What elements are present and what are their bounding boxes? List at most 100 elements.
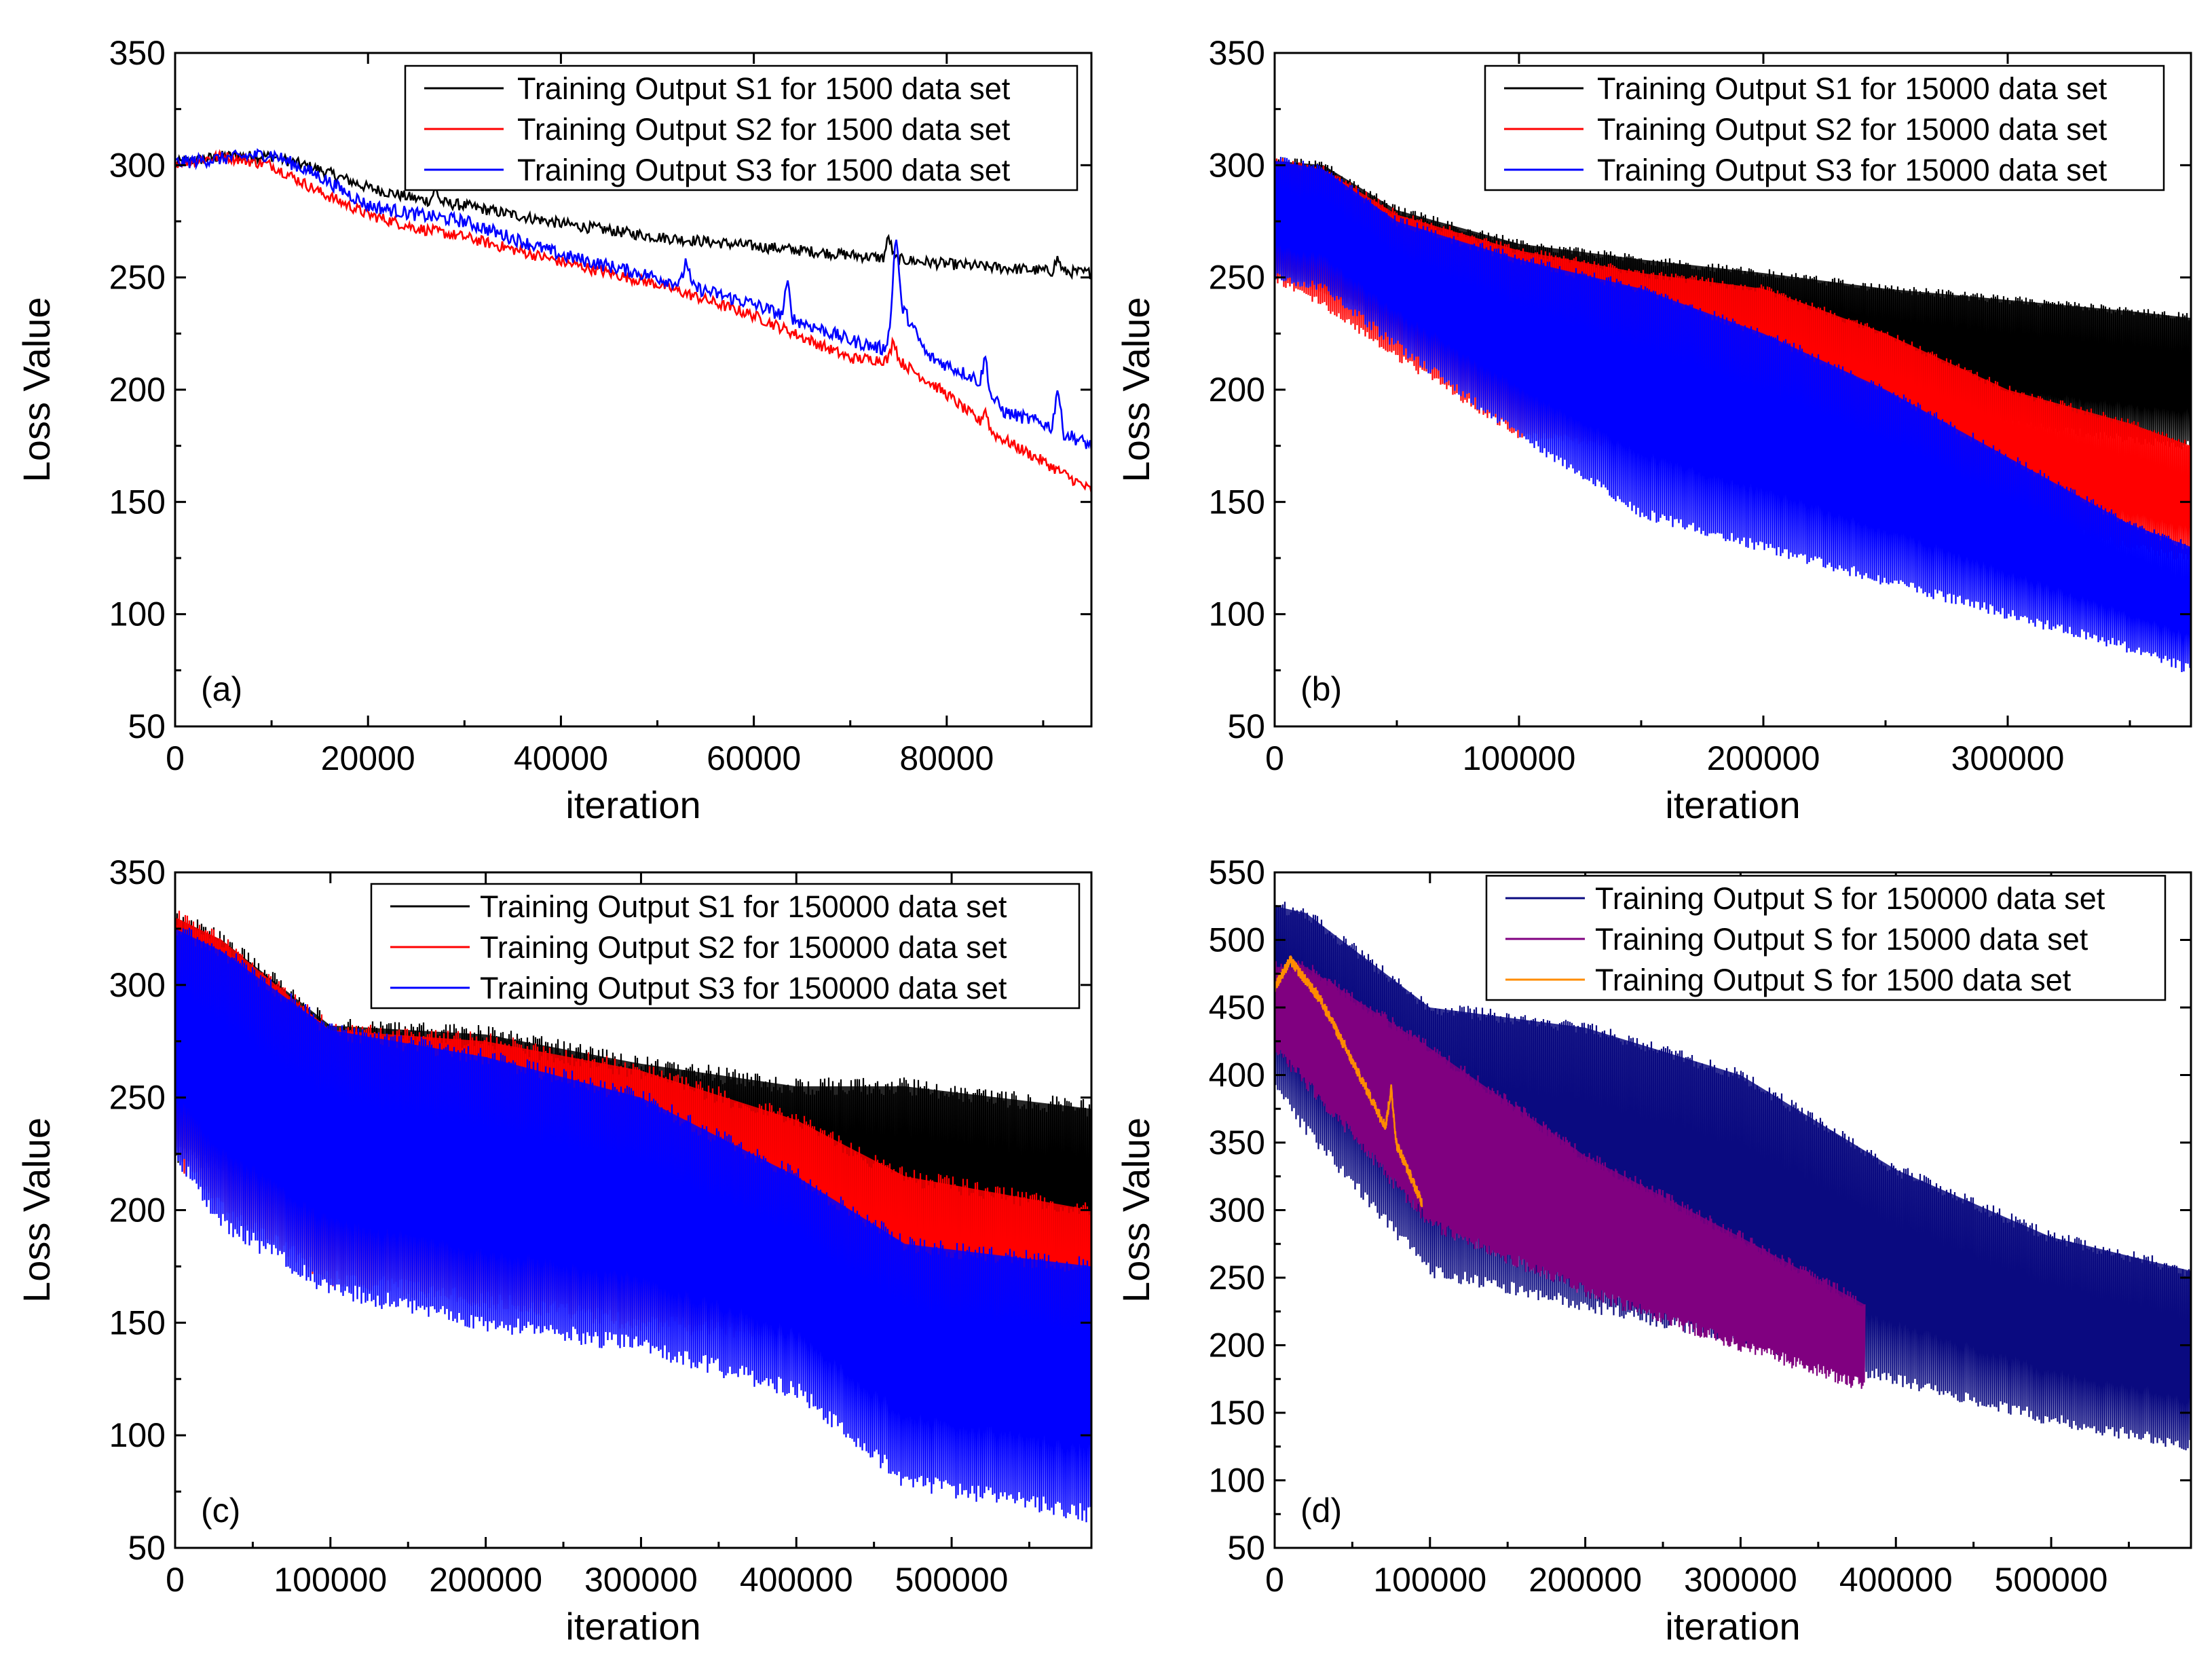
panel-label: (d) xyxy=(1300,1492,1342,1530)
legend-entry-1: Training Output S1 for 150000 data set xyxy=(480,889,1007,924)
x-tick-label: 100000 xyxy=(1373,1561,1486,1599)
panel-label: (b) xyxy=(1300,670,1342,708)
legend-box xyxy=(1484,64,2165,191)
y-tick-label: 100 xyxy=(109,595,166,633)
x-tick-label: 400000 xyxy=(1839,1561,1953,1599)
y-tick-label: 150 xyxy=(109,483,166,521)
panel-d: 0 100000 200000 300000 400000 500000 50 100 150 2… xyxy=(1114,853,2192,1648)
x-axis-label: iteration xyxy=(565,1605,700,1648)
panel-b: 0 100000 200000 300000 50 100 150 200 250 300 350 i… xyxy=(1114,34,2192,826)
y-tick-label: 300 xyxy=(109,146,166,184)
series-1-line xyxy=(1275,157,2191,449)
x-axis-label: iteration xyxy=(1665,783,1800,826)
x-tick-label: 200000 xyxy=(429,1561,542,1599)
x-axis-label: iteration xyxy=(565,783,700,826)
y-tick-label: 350 xyxy=(109,34,166,72)
y-tick-label: 350 xyxy=(1209,1124,1265,1162)
plot-area xyxy=(175,148,1091,494)
x-tick-label: 200000 xyxy=(1529,1561,1642,1599)
y-tick-label: 150 xyxy=(1209,483,1265,521)
y-tick-label: 500 xyxy=(1209,921,1265,959)
y-tick-label: 250 xyxy=(109,259,166,297)
y-axis-label: Loss Value xyxy=(1114,297,1157,483)
y-tick-label: 450 xyxy=(1209,988,1265,1026)
x-tick-label: 80000 xyxy=(899,739,994,777)
y-axis-label: Loss Value xyxy=(15,1117,58,1303)
x-tick-label: 500000 xyxy=(895,1561,1009,1599)
y-tick-label: 50 xyxy=(128,1529,166,1567)
legend-entry-3: Training Output S3 for 15000 data set xyxy=(1597,153,2107,187)
y-axis-label: Loss Value xyxy=(1114,1117,1157,1303)
y-tick-label: 200 xyxy=(1209,1327,1265,1365)
y-tick-label: 250 xyxy=(1209,259,1265,297)
series-2-line xyxy=(1275,158,2191,560)
y-tick-label: 100 xyxy=(109,1416,166,1454)
panel-label: (c) xyxy=(201,1492,240,1530)
x-tick-label: 60000 xyxy=(707,739,801,777)
legend: Training Output S1 for 15000 data set Tra… xyxy=(1484,64,2165,191)
x-tick-label: 500000 xyxy=(1995,1561,2108,1599)
x-tick-label: 300000 xyxy=(1951,739,2065,777)
legend: Training Output S for 150000 data set Tra… xyxy=(1485,874,2167,1001)
x-tick-label: 200000 xyxy=(1707,739,1820,777)
y-tick-label: 200 xyxy=(109,371,166,409)
y-tick-label: 250 xyxy=(1209,1259,1265,1297)
series-1-line xyxy=(1275,902,2191,1451)
series-3-line xyxy=(175,148,1091,451)
series-3-line xyxy=(1275,955,1423,1208)
plot-area xyxy=(1275,157,2191,673)
x-tick-label: 40000 xyxy=(514,739,608,777)
legend: Training Output S1 for 1500 data set Trai… xyxy=(404,64,1079,191)
series-2-line xyxy=(175,149,1091,494)
y-tick-label: 350 xyxy=(1209,34,1265,72)
y-tick-label: 300 xyxy=(109,966,166,1004)
legend-entry-1: Training Output S for 150000 data set xyxy=(1595,881,2105,916)
legend-entry-2: Training Output S2 for 150000 data set xyxy=(480,930,1007,965)
x-tick-label: 400000 xyxy=(740,1561,853,1599)
legend-entry-3: Training Output S3 for 150000 data set xyxy=(480,971,1007,1005)
x-tick-label: 0 xyxy=(166,1561,185,1599)
x-tick-label: 0 xyxy=(166,739,185,777)
y-tick-label: 50 xyxy=(1227,1529,1265,1567)
legend-entry-1: Training Output S1 for 1500 data set xyxy=(517,71,1011,106)
x-axis-label: iteration xyxy=(1665,1605,1800,1648)
x-tick-label: 300000 xyxy=(1684,1561,1797,1599)
y-tick-label: 200 xyxy=(109,1191,166,1229)
y-tick-label: 150 xyxy=(109,1303,166,1341)
y-tick-label: 300 xyxy=(1209,146,1265,184)
legend-box xyxy=(1485,874,2167,1001)
x-tick-label: 100000 xyxy=(1463,739,1576,777)
y-axis-label: Loss Value xyxy=(15,297,58,483)
y-tick-label: 550 xyxy=(1209,853,1265,891)
panel-label: (a) xyxy=(201,670,242,708)
x-tick-label: 0 xyxy=(1265,1561,1284,1599)
y-tick-label: 100 xyxy=(1209,1462,1265,1500)
legend-box xyxy=(370,883,1081,1010)
panel-a: 0 20000 40000 60000 80000 50 100 150 200 250 300 35… xyxy=(15,34,1093,826)
y-tick-label: 200 xyxy=(1209,371,1265,409)
y-tick-label: 400 xyxy=(1209,1056,1265,1094)
series-3-line xyxy=(1275,157,2191,673)
x-tick-label: 100000 xyxy=(274,1561,387,1599)
legend-entry-3: Training Output S3 for 1500 data set xyxy=(517,153,1011,187)
series-1-line xyxy=(175,149,1091,280)
legend-entry-2: Training Output S for 15000 data set xyxy=(1595,922,2088,957)
x-tick-label: 300000 xyxy=(584,1561,698,1599)
x-tick-label: 20000 xyxy=(321,739,415,777)
plot-area xyxy=(175,910,1091,1523)
series-3-line xyxy=(175,923,1091,1523)
y-tick-label: 50 xyxy=(1227,707,1265,745)
legend: Training Output S1 for 150000 data set Tr… xyxy=(370,883,1081,1010)
legend-entry-3: Training Output S for 1500 data set xyxy=(1595,963,2072,997)
legend-entry-2: Training Output S2 for 1500 data set xyxy=(517,112,1011,147)
y-tick-label: 150 xyxy=(1209,1394,1265,1432)
panel-c: 0 100000 200000 300000 400000 500000 50 100 150 2… xyxy=(15,853,1093,1648)
y-tick-label: 50 xyxy=(128,707,166,745)
x-tick-label: 0 xyxy=(1265,739,1284,777)
legend-box xyxy=(404,64,1079,191)
y-tick-label: 350 xyxy=(109,853,166,891)
y-tick-label: 250 xyxy=(109,1079,166,1117)
y-tick-label: 100 xyxy=(1209,595,1265,633)
